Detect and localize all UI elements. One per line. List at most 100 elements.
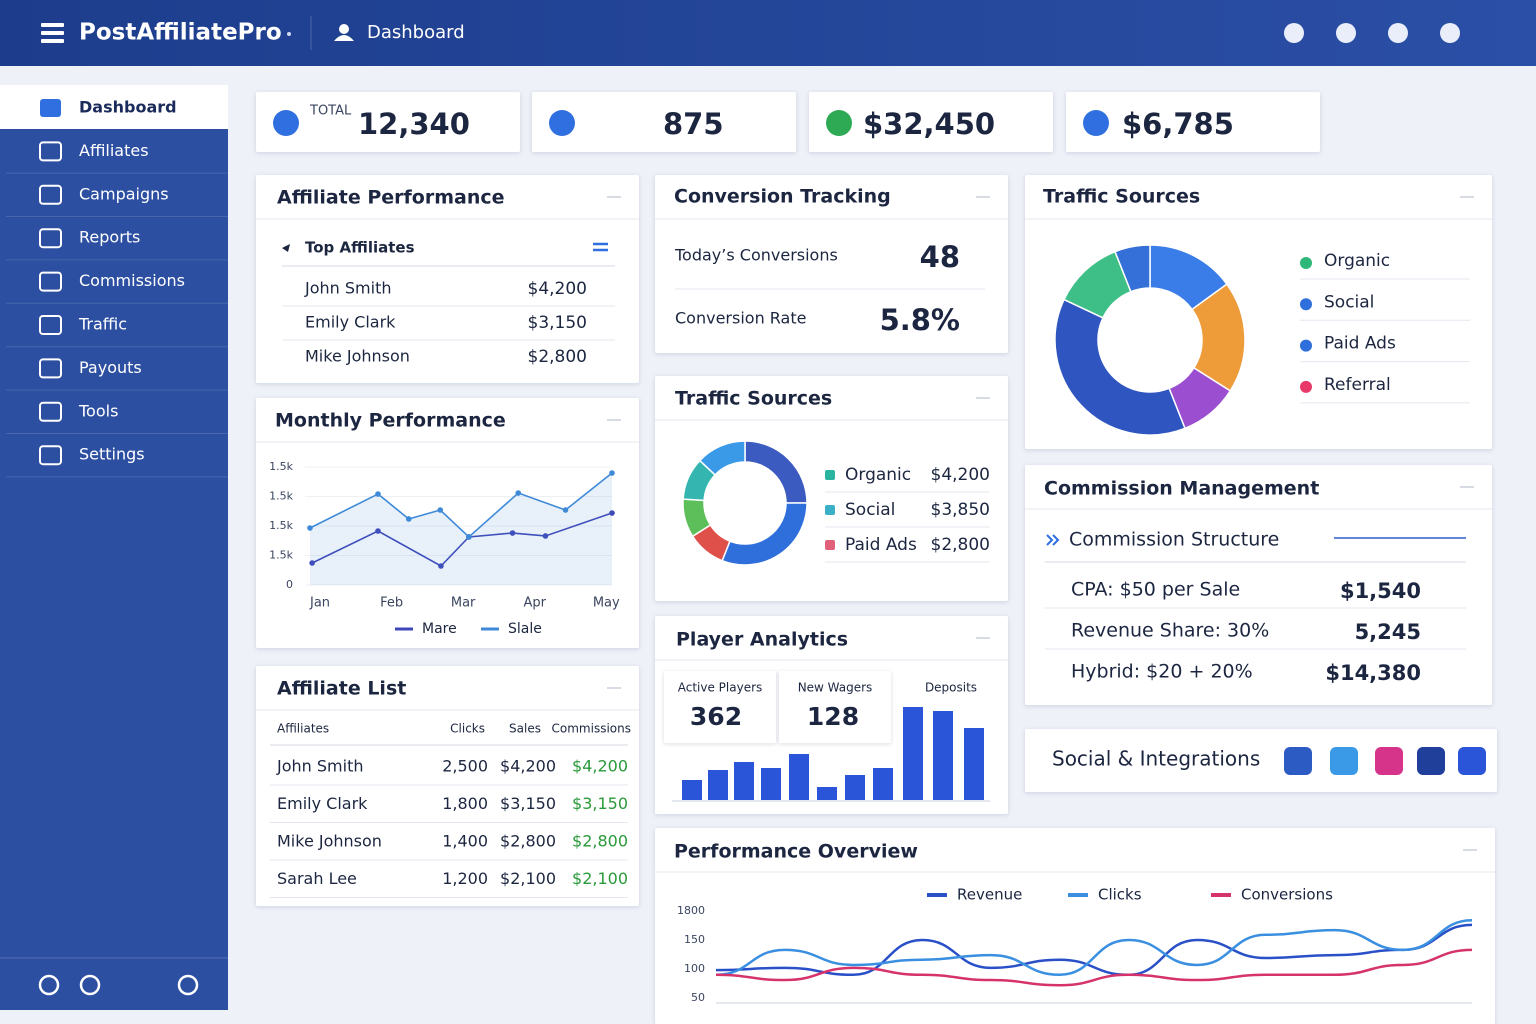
legend-swatch [825, 505, 835, 515]
menu-icon [41, 31, 64, 35]
y-tick-label: 1.5k [269, 549, 293, 562]
header-icon[interactable] [1440, 23, 1460, 43]
nav-icon [39, 315, 62, 335]
stat-value: 875 [663, 107, 724, 141]
sidebar-tool[interactable] [79, 974, 101, 996]
table-cell: $4,200 [572, 757, 628, 776]
social-icon[interactable] [1330, 747, 1358, 775]
y-tick-label: 1.5k [269, 519, 293, 532]
legend-dot [1300, 257, 1312, 269]
nav-item[interactable]: Affiliates [79, 141, 149, 160]
bar [933, 711, 953, 800]
x-tick-label: Apr [523, 596, 546, 611]
y-tick-label: 1.5k [269, 460, 293, 473]
x-tick-label: May [593, 596, 620, 611]
legend-label: Mare [422, 621, 457, 637]
stat-card [532, 92, 796, 152]
header-icon[interactable] [1336, 23, 1356, 43]
series-point [375, 491, 381, 497]
stat-value: 362 [690, 702, 742, 731]
nav-item[interactable]: Traffic [78, 315, 127, 334]
subtitle: Top Affiliates [305, 239, 415, 257]
nav-icon [39, 401, 62, 422]
bar [873, 768, 893, 800]
nav-item[interactable]: Settings [79, 445, 145, 464]
source-amount: $2,800 [931, 535, 990, 555]
nav-item[interactable]: Reports [79, 228, 140, 247]
stat-icon [549, 110, 575, 136]
table-cell: $2,800 [572, 832, 628, 851]
pie-slice [1114, 244, 1151, 293]
stat-label: TOTAL [309, 104, 352, 119]
stat-value: 128 [807, 702, 859, 731]
table-cell: $2,100 [572, 869, 628, 888]
header-icon[interactable] [1388, 23, 1408, 43]
table-cell: 1,200 [442, 869, 488, 888]
legend-dot [1300, 298, 1312, 311]
brand: PostAffiliatePro [79, 20, 282, 46]
panel-title: Performance Overview [674, 841, 918, 863]
user-icon [334, 35, 354, 41]
series-point [309, 560, 315, 566]
nav-item[interactable]: Payouts [79, 358, 142, 377]
series-point [438, 563, 444, 569]
table-cell: $2,100 [500, 869, 556, 888]
bar [817, 787, 837, 800]
panel [256, 175, 639, 383]
social-icon[interactable] [1375, 747, 1403, 775]
y-tick-label: 1800 [677, 904, 705, 917]
nav-item[interactable]: Commissions [79, 271, 185, 290]
nav-icon [39, 271, 62, 292]
stat-value: 12,340 [358, 107, 470, 141]
page-title: Dashboard [367, 22, 465, 43]
legend-label: Slale [508, 621, 542, 637]
commission-value: 5,245 [1355, 620, 1421, 644]
social-icon[interactable] [1458, 747, 1486, 775]
stat-icon [1083, 110, 1109, 136]
panel-title: Affiliate Performance [277, 187, 505, 209]
stat-label: New Wagers [798, 681, 873, 695]
legend-label: Social [845, 500, 895, 520]
header-icon[interactable] [1284, 23, 1304, 43]
subtitle: Commission Structure [1069, 529, 1279, 551]
table-cell: Emily Clark [277, 794, 368, 813]
series-point [375, 528, 381, 534]
bar [903, 707, 923, 800]
metric-value: 5.8% [880, 303, 960, 337]
nav-item[interactable]: Dashboard [79, 98, 177, 117]
source-amount: $3,850 [931, 500, 990, 520]
nav-icon [39, 228, 62, 249]
y-tick-label: 150 [684, 933, 705, 946]
header [0, 0, 1536, 66]
sidebar-tool[interactable] [177, 974, 199, 996]
panel-title: Affiliate List [277, 678, 406, 700]
social-icon[interactable] [1284, 747, 1312, 775]
table-cell: 2,500 [442, 757, 488, 776]
affiliate-amount: $4,200 [528, 279, 587, 299]
nav-item[interactable]: Tools [78, 401, 118, 420]
nav-item[interactable]: Campaigns [79, 184, 169, 203]
nav-icon [39, 141, 62, 162]
social-icon[interactable] [1417, 747, 1445, 775]
column-header: Commissions [552, 722, 631, 736]
metric-label: Today’s Conversions [674, 246, 838, 265]
dropdown-icon[interactable] [287, 32, 291, 36]
table-cell: $3,150 [500, 794, 556, 813]
table-cell: Mike Johnson [277, 832, 382, 851]
panel-title: Social & Integrations [1052, 747, 1260, 771]
legend-swatch [825, 470, 835, 480]
stat-card [1066, 92, 1320, 152]
y-tick-label: 100 [684, 962, 705, 975]
table-cell: 1,400 [442, 832, 488, 851]
column-header: Affiliates [277, 722, 329, 736]
bar [964, 728, 984, 800]
legend-label: Organic [845, 465, 911, 485]
sidebar-tool[interactable] [38, 974, 60, 996]
stat-value: $32,450 [863, 107, 995, 141]
panel [256, 666, 639, 906]
table-cell: 1,800 [442, 794, 488, 813]
panel-title: Player Analytics [676, 629, 848, 651]
series-point [307, 525, 313, 531]
stat-box [779, 671, 891, 743]
